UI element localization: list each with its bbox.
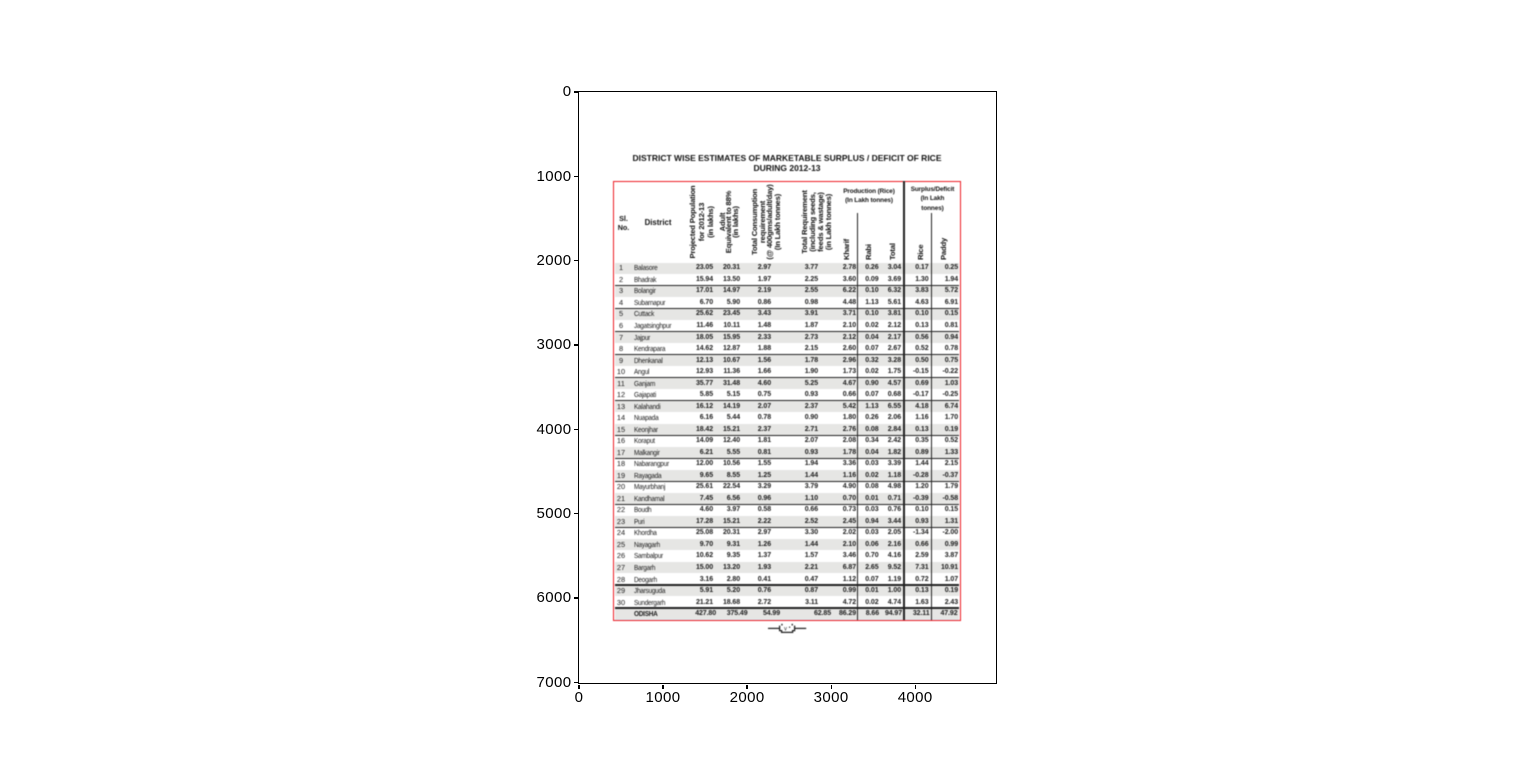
svg-text:v: v: [784, 627, 787, 633]
